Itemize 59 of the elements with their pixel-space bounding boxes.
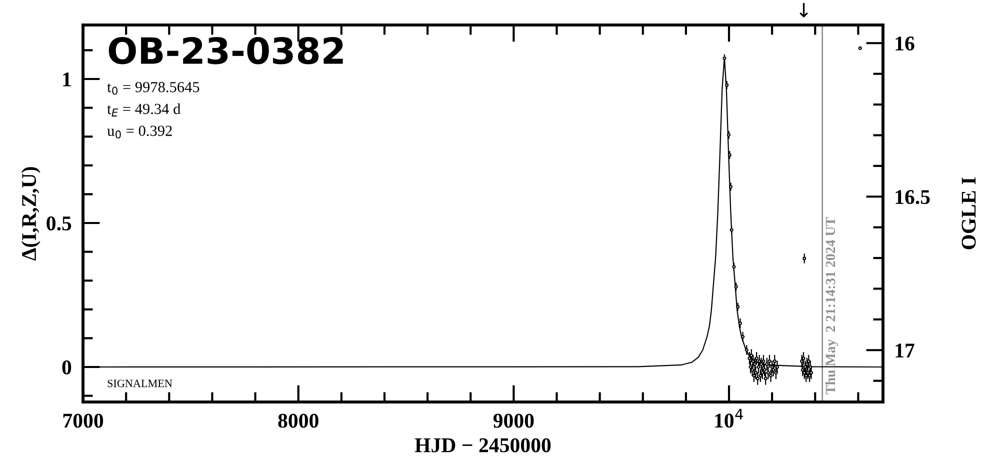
x-tick-label: 7000 bbox=[63, 414, 104, 428]
point bbox=[762, 359, 766, 364]
point bbox=[752, 374, 756, 378]
x-tick-label: 9000 bbox=[493, 414, 534, 428]
point bbox=[808, 365, 812, 369]
point bbox=[802, 370, 806, 375]
point bbox=[734, 284, 738, 288]
point bbox=[725, 83, 729, 87]
point bbox=[730, 228, 734, 232]
annotation: Thu May 2 21:14:31 2024 UT bbox=[825, 217, 838, 394]
y-tick-label: 1 bbox=[63, 72, 71, 86]
point bbox=[736, 305, 740, 309]
point bbox=[774, 370, 778, 375]
text: t$_{0}$ = 9978.5645 t$_{E}$ = 49.34 d u$_{0}$ = 0.392 bbox=[107, 82, 200, 138]
point bbox=[765, 362, 769, 366]
y2-tick-label: 17 bbox=[896, 344, 914, 358]
point bbox=[728, 153, 732, 157]
y-tick-label: 0 bbox=[62, 360, 72, 374]
annotation: SIGNALMEN bbox=[108, 380, 172, 388]
point bbox=[740, 334, 745, 339]
text: ↓ bbox=[800, 3, 808, 18]
y-axis-title: Δ(I,R,Z,U) bbox=[21, 167, 40, 261]
point bbox=[766, 370, 770, 375]
x-tick-label: 8000 bbox=[278, 414, 318, 428]
point bbox=[726, 133, 731, 137]
point bbox=[756, 365, 760, 369]
point bbox=[758, 374, 762, 378]
y-tick-label: 0.5 bbox=[46, 216, 72, 231]
point bbox=[753, 362, 757, 366]
point bbox=[858, 46, 862, 50]
point bbox=[808, 374, 812, 378]
x-tick-label: 10$^{4}$ bbox=[715, 408, 743, 428]
point bbox=[805, 362, 809, 366]
y2-tick-label: 16.5 bbox=[896, 190, 930, 204]
point bbox=[762, 368, 766, 372]
point bbox=[768, 374, 773, 378]
point bbox=[748, 356, 752, 360]
x-axis-title: HJD − 2450000 bbox=[414, 438, 551, 452]
y2-axis-title: OGLE I bbox=[962, 177, 976, 250]
point bbox=[756, 376, 760, 380]
point bbox=[744, 348, 748, 352]
point bbox=[800, 368, 804, 372]
point bbox=[768, 359, 772, 364]
point bbox=[760, 362, 764, 366]
point bbox=[775, 365, 780, 369]
point bbox=[772, 359, 776, 364]
point bbox=[751, 359, 755, 364]
chart-title: OB-23-0382 bbox=[108, 36, 343, 64]
point bbox=[802, 356, 806, 360]
point bbox=[754, 356, 758, 360]
point bbox=[764, 376, 768, 380]
point bbox=[760, 370, 764, 375]
point bbox=[738, 321, 742, 326]
point bbox=[750, 354, 754, 358]
y2-tick-label: 16 bbox=[896, 36, 914, 51]
point bbox=[748, 365, 752, 369]
point bbox=[770, 365, 774, 369]
point bbox=[802, 256, 806, 260]
point bbox=[804, 374, 808, 378]
